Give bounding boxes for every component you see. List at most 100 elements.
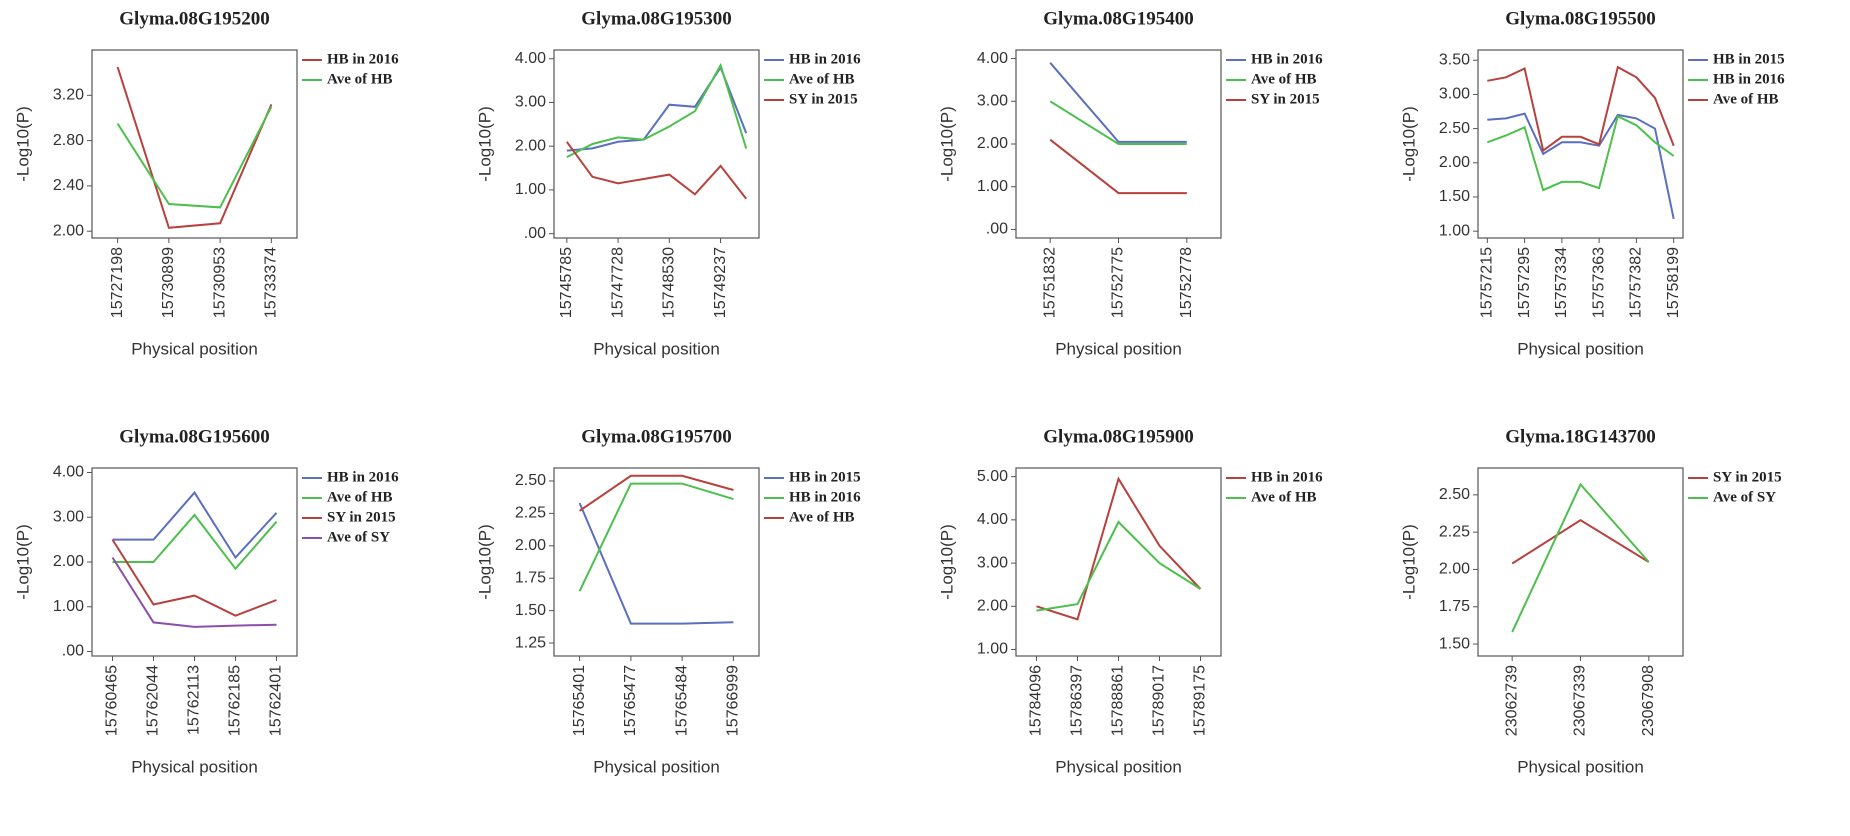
y-tick-label: 2.50 — [1439, 120, 1470, 137]
legend-label: HB in 2015 — [789, 469, 861, 485]
series-line — [579, 474, 734, 512]
x-tick-label: 23062739 — [1503, 665, 1520, 736]
y-tick-label: 2.80 — [53, 132, 84, 149]
chart: Glyma.08G195900 1.00 2.00 3.00 4.00 5.00 15784… — [937, 426, 1323, 776]
chart-title: Glyma.18G143700 — [1505, 426, 1655, 447]
y-axis-label: -Log10(P) — [1399, 524, 1418, 600]
legend-label: Ave of HB — [1251, 71, 1317, 87]
x-tick-label: 15788861 — [1110, 665, 1127, 736]
y-axis-label: -Log10(P) — [937, 106, 956, 182]
y-tick-label: 4.00 — [53, 464, 84, 481]
x-tick-label: 15757382 — [1628, 247, 1645, 318]
series-line — [116, 106, 273, 209]
series-line — [1486, 114, 1675, 192]
series-line — [112, 513, 278, 571]
x-tick-label: 15762185 — [227, 665, 244, 736]
plot-frame — [1477, 49, 1684, 239]
y-tick-label: 2.25 — [515, 505, 546, 522]
y-tick-label: .00 — [986, 221, 1008, 238]
legend-label: HB in 2016 — [1251, 51, 1323, 67]
x-tick-label: 15727198 — [109, 247, 126, 318]
x-axis-label: Physical position — [1517, 339, 1644, 358]
x-tick-label: 15760465 — [104, 665, 121, 736]
y-tick-label: 1.00 — [53, 598, 84, 615]
plot-frame — [553, 49, 760, 239]
legend-label: Ave of HB — [327, 489, 393, 505]
x-tick-label: 15752778 — [1178, 247, 1195, 318]
legend-label: HB in 2015 — [1713, 51, 1785, 67]
chart: Glyma.08G195500 1.00 1.50 2.00 2.50 3.00 3.50 1… — [1399, 8, 1785, 358]
y-tick-label: 1.00 — [977, 641, 1008, 658]
legend-label: HB in 2016 — [327, 469, 399, 485]
y-tick-label: 1.50 — [1439, 635, 1470, 652]
legend-label: Ave of HB — [1251, 489, 1317, 505]
chart: Glyma.08G195700 1.25 1.50 1.75 2.00 2.25 2.50 1… — [475, 426, 861, 776]
y-tick-label: 1.50 — [515, 602, 546, 619]
legend-label: SY in 2015 — [1713, 469, 1782, 485]
legend-label: HB in 2016 — [1251, 469, 1323, 485]
x-tick-label: 15762044 — [145, 665, 162, 736]
legend-label: Ave of HB — [789, 509, 855, 525]
x-tick-label: 15733374 — [263, 247, 280, 318]
y-tick-label: .00 — [524, 225, 546, 242]
x-tick-label: 15786397 — [1069, 665, 1086, 736]
legend-label: Ave of HB — [1713, 91, 1779, 107]
series-line — [111, 539, 277, 617]
x-tick-label: 15749237 — [712, 247, 729, 318]
series-line — [111, 556, 277, 628]
y-tick-label: 2.00 — [515, 537, 546, 554]
y-tick-label: 2.00 — [977, 135, 1008, 152]
x-axis-label: Physical position — [1055, 339, 1182, 358]
y-tick-label: 3.50 — [1439, 51, 1470, 68]
y-tick-label: 2.00 — [53, 222, 84, 239]
chart-title: Glyma.08G195200 — [119, 8, 269, 29]
x-tick-label: 15747728 — [609, 247, 626, 318]
series-line — [1511, 519, 1650, 565]
y-tick-label: 3.00 — [515, 94, 546, 111]
x-tick-label: 15789175 — [1192, 665, 1209, 736]
series-line — [578, 502, 734, 625]
x-axis-label: Physical position — [593, 339, 720, 358]
plot-frame — [1015, 467, 1222, 657]
y-tick-label: 2.00 — [1439, 154, 1470, 171]
legend-label: SY in 2015 — [789, 91, 858, 107]
chart: Glyma.08G195300 .00 1.00 2.00 3.00 4.00 157457… — [475, 8, 861, 358]
series-line — [1049, 100, 1187, 145]
y-tick-label: 2.50 — [1439, 486, 1470, 503]
y-tick-label: 3.00 — [977, 554, 1008, 571]
x-tick-label: 23067908 — [1640, 665, 1657, 736]
legend-label: HB in 2016 — [789, 51, 861, 67]
y-tick-label: 4.00 — [515, 50, 546, 67]
y-tick-label: 2.00 — [53, 553, 84, 570]
x-tick-label: 15730899 — [160, 247, 177, 318]
x-tick-label: 15784096 — [1028, 665, 1045, 736]
y-tick-label: 1.50 — [1439, 188, 1470, 205]
x-tick-label: 15751832 — [1041, 247, 1058, 318]
x-tick-label: 15758199 — [1665, 247, 1682, 318]
x-tick-label: 15757215 — [1479, 247, 1496, 318]
chart-title: Glyma.08G195700 — [581, 426, 731, 447]
x-tick-label: 15762113 — [186, 665, 203, 735]
y-tick-label: 3.00 — [53, 508, 84, 525]
x-tick-label: 15745785 — [558, 247, 575, 318]
chart-title: Glyma.08G195400 — [1043, 8, 1193, 29]
legend-label: Ave of SY — [1713, 489, 1776, 505]
chart-title: Glyma.08G195600 — [119, 426, 269, 447]
y-tick-label: 4.00 — [977, 50, 1008, 67]
chart-title: Glyma.08G195300 — [581, 8, 731, 29]
x-tick-label: 15730953 — [211, 247, 228, 318]
series-line — [1049, 138, 1187, 195]
chart: Glyma.18G143700 1.50 1.75 2.00 2.25 2.50 23062… — [1399, 426, 1781, 776]
series-line — [1487, 65, 1675, 153]
y-axis-label: -Log10(P) — [475, 106, 494, 182]
series-line — [578, 482, 734, 592]
x-tick-label: 15765401 — [571, 665, 588, 736]
y-tick-label: 2.00 — [1439, 561, 1470, 578]
plot-frame — [1477, 467, 1684, 657]
chart-title: Glyma.08G195500 — [1505, 8, 1655, 29]
x-tick-label: 15752775 — [1110, 247, 1127, 318]
series-line — [116, 66, 273, 229]
series-line — [1511, 482, 1650, 633]
x-axis-label: Physical position — [1055, 757, 1182, 776]
